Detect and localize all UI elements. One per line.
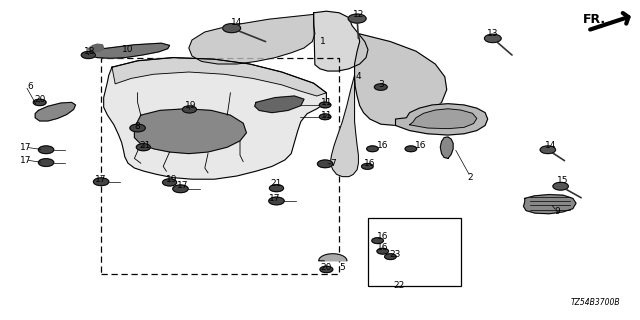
Circle shape	[319, 102, 331, 108]
Text: 22: 22	[394, 281, 405, 290]
Text: 16: 16	[377, 244, 388, 252]
Text: 16: 16	[364, 159, 376, 168]
Circle shape	[173, 185, 188, 193]
Circle shape	[405, 146, 417, 152]
Text: 7: 7	[330, 159, 335, 168]
Circle shape	[320, 266, 333, 273]
Text: 8: 8	[135, 122, 140, 131]
Circle shape	[540, 146, 556, 154]
Text: 17: 17	[177, 181, 189, 190]
Text: 13: 13	[487, 29, 499, 38]
Polygon shape	[440, 137, 453, 158]
Polygon shape	[355, 34, 447, 125]
Circle shape	[348, 14, 366, 23]
Text: 16: 16	[377, 141, 388, 150]
Polygon shape	[319, 254, 347, 261]
Text: 18: 18	[84, 47, 95, 56]
Polygon shape	[524, 195, 576, 214]
Circle shape	[38, 146, 54, 154]
Text: 21: 21	[271, 179, 282, 188]
Polygon shape	[86, 43, 170, 58]
Polygon shape	[314, 11, 368, 71]
Text: 1: 1	[321, 37, 326, 46]
Polygon shape	[112, 58, 326, 96]
Text: 9: 9	[554, 207, 559, 216]
Text: 17: 17	[95, 175, 107, 184]
Bar	[101, 58, 339, 274]
Text: 19: 19	[166, 175, 177, 184]
Text: 20: 20	[321, 263, 332, 272]
Polygon shape	[189, 14, 315, 64]
Polygon shape	[104, 58, 326, 179]
Polygon shape	[255, 96, 304, 113]
Text: 21: 21	[139, 141, 150, 150]
Circle shape	[136, 144, 150, 151]
Circle shape	[377, 248, 388, 254]
Text: 16: 16	[415, 141, 427, 150]
Circle shape	[38, 159, 54, 166]
Circle shape	[130, 124, 145, 132]
Polygon shape	[410, 109, 477, 129]
Text: TZ54B3700B: TZ54B3700B	[570, 298, 620, 307]
Circle shape	[484, 34, 501, 43]
Circle shape	[553, 182, 568, 190]
Bar	[368, 218, 461, 286]
Polygon shape	[88, 44, 104, 52]
Text: 4: 4	[356, 72, 361, 81]
Circle shape	[33, 99, 46, 106]
Circle shape	[374, 84, 387, 90]
Text: 17: 17	[20, 143, 31, 152]
Circle shape	[372, 238, 383, 244]
Text: 14: 14	[231, 18, 243, 27]
Text: 17: 17	[269, 194, 281, 203]
Polygon shape	[396, 104, 488, 135]
Circle shape	[367, 146, 378, 152]
Circle shape	[269, 185, 284, 192]
Text: 11: 11	[321, 98, 332, 107]
Polygon shape	[330, 75, 358, 177]
Text: 5: 5	[340, 263, 345, 272]
Text: 20: 20	[34, 95, 45, 104]
Circle shape	[182, 106, 196, 113]
Text: 16: 16	[377, 232, 388, 241]
Text: 11: 11	[321, 111, 332, 120]
Text: 6: 6	[28, 82, 33, 91]
Circle shape	[163, 179, 177, 186]
Text: 14: 14	[545, 141, 556, 150]
Text: 19: 19	[185, 101, 196, 110]
Circle shape	[81, 52, 95, 59]
Text: 17: 17	[20, 156, 31, 164]
Text: 10: 10	[122, 45, 134, 54]
Text: 23: 23	[390, 250, 401, 259]
Polygon shape	[35, 102, 76, 121]
Circle shape	[362, 164, 373, 169]
Polygon shape	[134, 109, 246, 154]
Circle shape	[223, 24, 241, 33]
Circle shape	[269, 197, 284, 205]
Text: 12: 12	[353, 10, 364, 19]
Circle shape	[385, 254, 396, 260]
Text: 2: 2	[468, 173, 473, 182]
Circle shape	[93, 178, 109, 186]
Text: 3: 3	[378, 80, 383, 89]
Circle shape	[319, 114, 331, 120]
Circle shape	[317, 160, 333, 168]
Text: FR.: FR.	[582, 13, 605, 26]
Text: 15: 15	[557, 176, 569, 185]
